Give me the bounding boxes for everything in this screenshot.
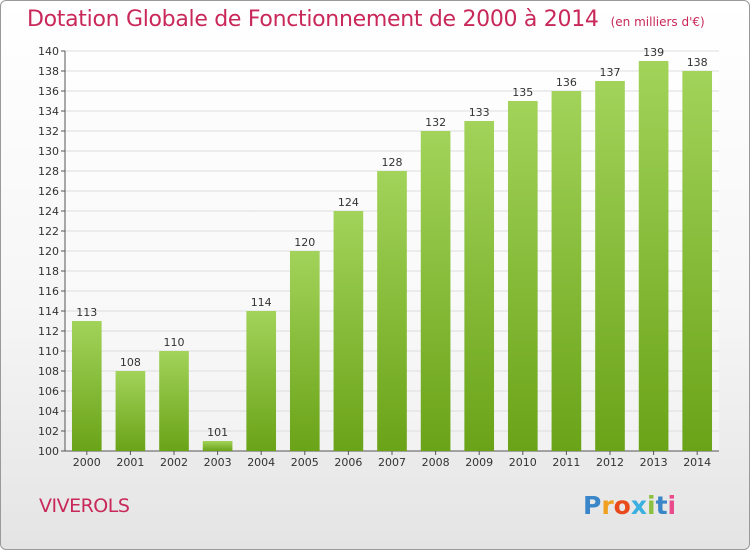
y-tick-label: 130 (38, 145, 59, 158)
x-tick-label: 2008 (422, 456, 450, 469)
x-tick-label: 2013 (640, 456, 668, 469)
bar-value-label: 137 (600, 66, 621, 79)
bar (595, 81, 625, 451)
x-tick-label: 2009 (465, 456, 493, 469)
bar (420, 131, 451, 451)
logo-letter: r (601, 491, 614, 520)
x-tick-label: 2000 (73, 456, 101, 469)
y-tick-label: 138 (38, 65, 59, 78)
y-tick-label: 128 (38, 165, 59, 178)
x-tick-label: 2012 (596, 456, 624, 469)
y-tick-label: 116 (38, 285, 59, 298)
chart-unit: (en milliers d'€) (610, 15, 705, 29)
y-tick-label: 102 (38, 425, 59, 438)
bar-value-label: 113 (76, 306, 97, 319)
y-tick-label: 108 (38, 365, 59, 378)
bar-value-label: 110 (164, 336, 185, 349)
y-tick-label: 140 (38, 45, 59, 58)
bar (377, 171, 407, 451)
y-tick-label: 114 (38, 305, 59, 318)
bar (333, 211, 364, 451)
y-tick-label: 124 (38, 205, 59, 218)
x-tick-label: 2011 (552, 456, 580, 469)
y-tick-label: 100 (38, 445, 59, 458)
logo-letter: t (655, 491, 668, 520)
bar (246, 311, 277, 451)
bar (507, 101, 538, 451)
bar-value-label: 136 (556, 76, 577, 89)
y-tick-label: 134 (38, 105, 59, 118)
y-tick-label: 132 (38, 125, 59, 138)
y-tick-label: 104 (38, 405, 59, 418)
y-tick-label: 122 (38, 225, 59, 238)
x-tick-label: 2004 (247, 456, 275, 469)
x-tick-label: 2003 (204, 456, 232, 469)
bar-value-label: 120 (294, 236, 315, 249)
bar (551, 91, 582, 451)
bar-value-label: 135 (512, 86, 533, 99)
bar-value-label: 138 (687, 56, 708, 69)
commune-name: VIVEROLS (39, 495, 130, 517)
logo-letter: i (647, 491, 656, 520)
bar-value-label: 108 (120, 356, 141, 369)
bar-value-label: 139 (643, 46, 664, 59)
bar (202, 441, 233, 451)
proxiti-logo: Proxiti (583, 491, 676, 520)
bar-value-label: 114 (251, 296, 272, 309)
y-tick-label: 112 (38, 325, 59, 338)
x-tick-label: 2006 (334, 456, 362, 469)
chart-title-text: Dotation Globale de Fonctionnement de 20… (27, 7, 599, 32)
x-tick-label: 2001 (116, 456, 144, 469)
bar-value-label: 133 (469, 106, 490, 119)
x-tick-label: 2002 (160, 456, 188, 469)
bar (464, 121, 495, 451)
y-tick-label: 120 (38, 245, 59, 258)
logo-letter: i (667, 491, 677, 520)
x-tick-label: 2005 (291, 456, 319, 469)
bar-value-label: 128 (382, 156, 403, 169)
chart-title: Dotation Globale de Fonctionnement de 20… (27, 7, 705, 32)
x-tick-label: 2014 (683, 456, 711, 469)
x-tick-label: 2007 (378, 456, 406, 469)
bar-value-label: 124 (338, 196, 359, 209)
logo-letter: x (630, 491, 647, 520)
bar (638, 61, 669, 451)
bar (115, 371, 146, 451)
y-tick-label: 110 (38, 345, 59, 358)
y-tick-label: 126 (38, 185, 59, 198)
logo-letter: P (583, 491, 602, 520)
bar (159, 351, 189, 451)
bar (71, 321, 102, 451)
x-tick-label: 2010 (509, 456, 537, 469)
bar (682, 71, 713, 451)
bar-value-label: 132 (425, 116, 446, 129)
y-tick-label: 118 (38, 265, 59, 278)
logo-letter: o (613, 491, 631, 520)
y-tick-label: 136 (38, 85, 59, 98)
bar-value-label: 101 (207, 426, 228, 439)
y-tick-label: 106 (38, 385, 59, 398)
bar (289, 251, 320, 451)
